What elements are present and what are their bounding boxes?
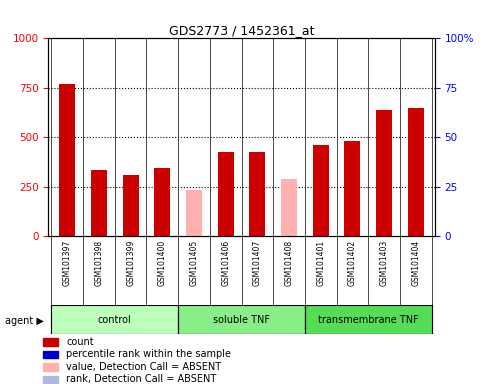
Bar: [313, 145, 328, 236]
Text: GSM101405: GSM101405: [189, 240, 199, 286]
Text: agent ▶: agent ▶: [5, 316, 43, 326]
Text: GSM101402: GSM101402: [348, 240, 357, 286]
Text: GSM101400: GSM101400: [158, 240, 167, 286]
Text: value, Detection Call = ABSENT: value, Detection Call = ABSENT: [66, 361, 222, 372]
Text: rank, Detection Call = ABSENT: rank, Detection Call = ABSENT: [66, 374, 216, 384]
Text: count: count: [66, 336, 94, 347]
Bar: [186, 190, 202, 236]
Text: transmembrane TNF: transmembrane TNF: [318, 314, 419, 325]
Bar: [91, 170, 107, 236]
Bar: [305, 305, 431, 334]
Bar: [43, 376, 58, 383]
Title: GDS2773 / 1452361_at: GDS2773 / 1452361_at: [169, 24, 314, 37]
Text: percentile rank within the sample: percentile rank within the sample: [66, 349, 231, 359]
Text: GSM101403: GSM101403: [380, 240, 388, 286]
Text: control: control: [98, 314, 132, 325]
Bar: [52, 305, 178, 334]
Text: GSM101399: GSM101399: [126, 240, 135, 286]
Text: GSM101408: GSM101408: [284, 240, 294, 286]
Bar: [281, 179, 297, 236]
Bar: [218, 152, 234, 236]
Bar: [344, 141, 360, 236]
Bar: [43, 351, 58, 358]
Bar: [249, 152, 265, 236]
Text: GSM101397: GSM101397: [63, 240, 72, 286]
Bar: [59, 84, 75, 236]
Bar: [43, 338, 58, 346]
Bar: [376, 109, 392, 236]
Text: soluble TNF: soluble TNF: [213, 314, 270, 325]
Bar: [408, 108, 424, 236]
Bar: [123, 175, 139, 236]
Text: GSM101406: GSM101406: [221, 240, 230, 286]
Bar: [43, 363, 58, 371]
Text: GSM101398: GSM101398: [95, 240, 103, 286]
Text: GSM101404: GSM101404: [411, 240, 420, 286]
Bar: [178, 305, 305, 334]
Text: GSM101407: GSM101407: [253, 240, 262, 286]
Text: GSM101401: GSM101401: [316, 240, 325, 286]
Bar: [155, 168, 170, 236]
